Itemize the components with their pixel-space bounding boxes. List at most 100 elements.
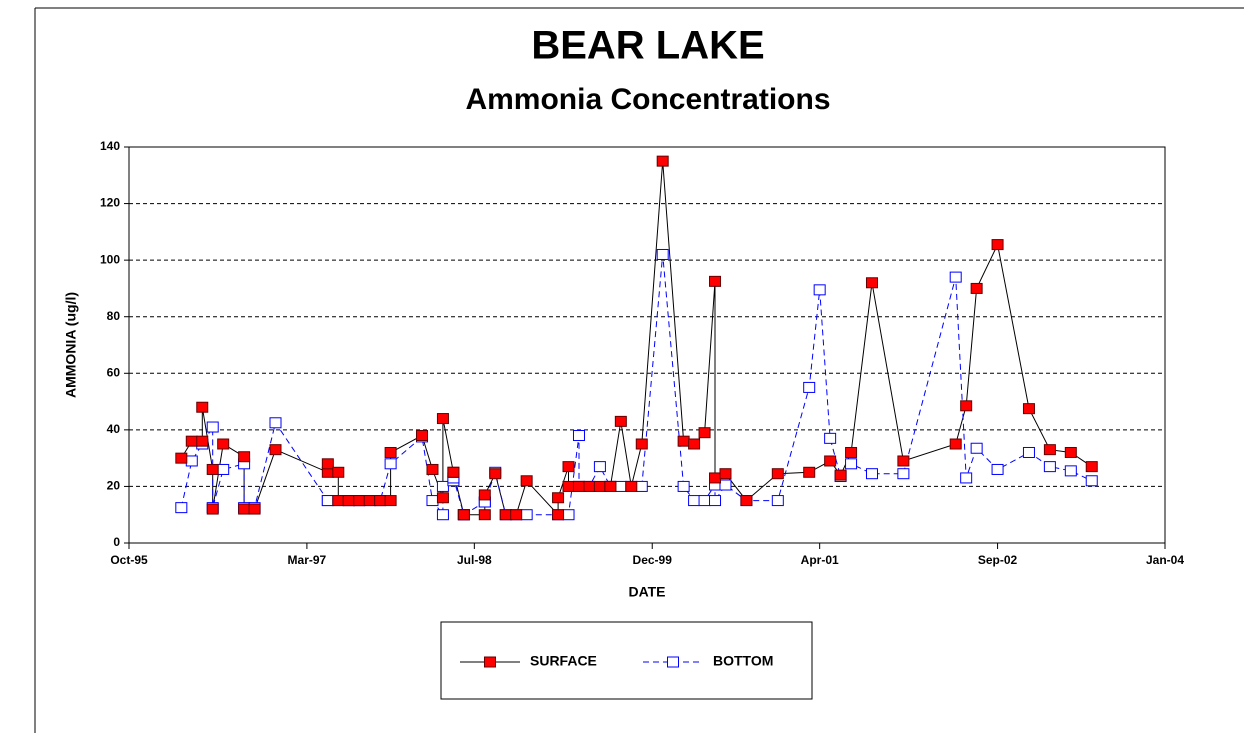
data-point	[949, 271, 962, 283]
data-point	[583, 480, 596, 492]
data-point	[824, 455, 837, 467]
data-point	[510, 509, 523, 521]
data-point	[238, 503, 251, 515]
data-point	[572, 430, 585, 442]
data-point	[206, 463, 219, 475]
data-point	[206, 503, 219, 515]
data-point	[845, 458, 858, 470]
data-point	[845, 446, 858, 458]
data-point	[688, 438, 701, 450]
data-point	[1064, 465, 1077, 477]
data-point	[436, 413, 449, 425]
y-axis-title: AMMONIA (ug/l)	[63, 292, 79, 398]
data-point	[520, 475, 533, 487]
data-point	[991, 239, 1004, 251]
data-point	[1064, 446, 1077, 458]
data-point	[374, 495, 387, 507]
data-point	[614, 415, 627, 427]
data-point	[457, 509, 470, 521]
data-point	[813, 284, 826, 296]
data-point	[625, 480, 638, 492]
data-point	[332, 495, 345, 507]
data-point	[269, 417, 282, 429]
data-point	[824, 432, 837, 444]
plot-area	[128, 146, 1166, 544]
x-tick-label: Jan-04	[1146, 553, 1184, 567]
data-point	[342, 495, 355, 507]
data-point	[709, 275, 722, 287]
data-point	[196, 401, 209, 413]
data-point	[572, 480, 585, 492]
data-point	[1043, 461, 1056, 473]
data-point	[1022, 403, 1035, 415]
data-point	[206, 421, 219, 433]
data-point	[635, 480, 648, 492]
legend-marker	[484, 656, 496, 668]
x-tick-label: Jul-98	[457, 553, 492, 567]
data-point	[562, 480, 575, 492]
data-point	[384, 495, 397, 507]
data-point	[489, 468, 502, 480]
data-point	[803, 381, 816, 393]
series-line	[180, 161, 1092, 516]
chart-title: BEAR LAKE	[531, 24, 764, 68]
data-point	[635, 438, 648, 450]
data-point	[447, 466, 460, 478]
data-point	[321, 495, 334, 507]
data-point	[217, 438, 230, 450]
data-point	[960, 400, 973, 412]
data-point	[426, 463, 439, 475]
data-point	[865, 468, 878, 480]
data-point	[656, 248, 669, 260]
data-point	[499, 509, 512, 521]
data-point	[321, 458, 334, 470]
data-point	[1085, 461, 1098, 473]
data-point	[363, 495, 376, 507]
data-point	[217, 463, 230, 475]
data-point	[248, 503, 261, 515]
data-point	[175, 452, 188, 464]
data-point	[478, 489, 491, 501]
y-tick-label: 0	[113, 535, 120, 549]
x-tick-label: Dec-99	[633, 553, 673, 567]
data-point	[771, 468, 784, 480]
data-point	[1043, 444, 1056, 456]
data-point	[740, 495, 753, 507]
data-point	[709, 472, 722, 484]
y-tick-label: 120	[100, 196, 120, 210]
y-tick-label: 40	[107, 422, 121, 436]
x-tick-label: Oct-95	[110, 553, 148, 567]
data-point	[698, 495, 711, 507]
data-point	[562, 461, 575, 473]
data-point	[593, 480, 606, 492]
series-line	[180, 254, 1092, 517]
data-point	[970, 442, 983, 454]
data-point	[688, 495, 701, 507]
data-point	[970, 282, 983, 294]
data-point	[709, 495, 722, 507]
data-point	[436, 492, 449, 504]
data-point	[269, 444, 282, 456]
data-point	[593, 461, 606, 473]
data-point	[520, 509, 533, 521]
data-point	[604, 480, 617, 492]
y-tick-label: 60	[107, 365, 121, 379]
data-point	[834, 469, 847, 481]
data-point	[552, 509, 565, 521]
legend-label: SURFACE	[530, 653, 597, 669]
data-point	[949, 438, 962, 450]
data-point	[426, 495, 439, 507]
data-point	[196, 435, 209, 447]
legend-marker	[667, 656, 679, 668]
data-point	[991, 463, 1004, 475]
y-tick-label: 140	[100, 139, 120, 153]
data-point	[332, 466, 345, 478]
data-point	[175, 502, 188, 514]
y-tick-label: 80	[107, 309, 121, 323]
data-point	[353, 495, 366, 507]
x-axis-title: DATE	[628, 584, 665, 600]
y-tick-label: 100	[100, 252, 120, 266]
data-point	[614, 480, 627, 492]
data-point	[1022, 446, 1035, 458]
